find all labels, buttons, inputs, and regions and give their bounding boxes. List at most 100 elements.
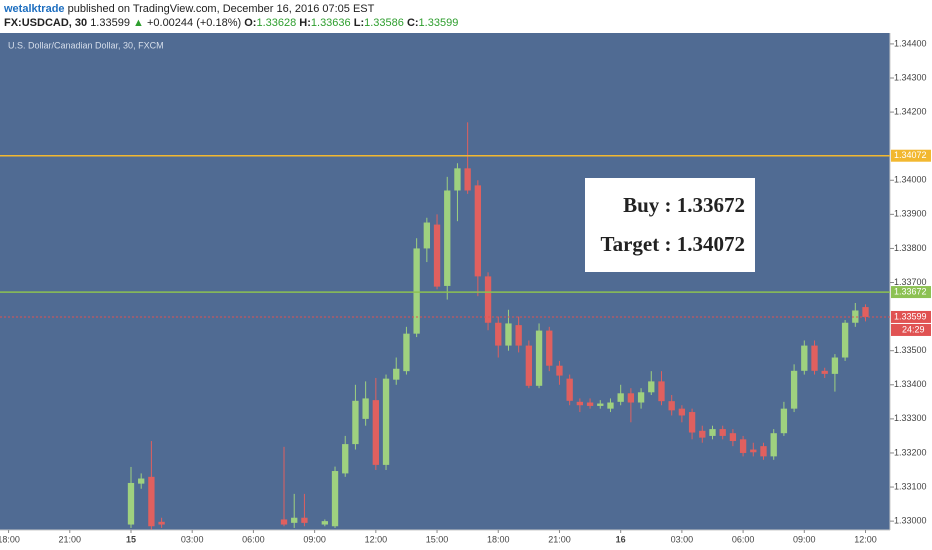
x-tick-label: 03:00	[181, 534, 204, 544]
y-tick-label: 1.34400	[894, 38, 927, 48]
candle-body	[464, 168, 471, 191]
candle-body	[831, 357, 839, 374]
candle-body	[576, 401, 584, 406]
chart-title: U.S. Dollar/Canadian Dollar, 30, FXCM	[8, 40, 164, 50]
x-tick-label: 12:00	[365, 534, 388, 544]
x-tick-label: 09:00	[793, 534, 816, 544]
annotation-box: Buy : 1.33672 Target : 1.34072	[585, 178, 755, 272]
candle-body	[413, 248, 420, 334]
x-tick-label: 21:00	[548, 534, 571, 544]
x-tick-label: 18:00	[0, 534, 20, 544]
x-tick-label: 18:00	[487, 534, 510, 544]
candle-body	[821, 370, 828, 374]
candle-body	[668, 401, 675, 411]
y-tick-label: 1.33300	[894, 413, 927, 423]
y-tick-label: 1.33700	[894, 277, 927, 287]
candle-body	[495, 322, 502, 346]
candle-body	[841, 322, 849, 358]
y-tick-label: 1.33500	[894, 345, 927, 355]
y-tick-label: 1.33100	[894, 481, 927, 491]
x-tick-label: 15	[126, 534, 136, 544]
published: published on TradingView.com, December 1…	[67, 3, 375, 15]
axes: 1.33000 1.33100 1.33200 1.33300 1.33400 1.335…	[0, 38, 931, 544]
candle-body	[484, 276, 492, 323]
candle-body	[607, 402, 614, 409]
candle-body	[862, 307, 869, 317]
candle-body	[342, 444, 349, 474]
candle-body	[750, 449, 757, 453]
candle-body	[637, 392, 645, 403]
candle-body	[780, 408, 788, 434]
y-tick-label: 1.34200	[894, 106, 927, 116]
candle-body	[138, 478, 145, 484]
candle-body	[658, 381, 665, 402]
candle-body	[556, 365, 563, 376]
candle-body	[148, 476, 155, 527]
ohlc-value: 1.33636	[310, 17, 351, 29]
x-tick-label: 15:00	[426, 534, 449, 544]
header-line: wetalktrade published on TradingView.com…	[4, 2, 458, 16]
candle-body	[678, 408, 686, 416]
candle-body	[280, 519, 288, 525]
candle-body	[393, 368, 400, 380]
candle-body	[454, 168, 461, 191]
candle-body	[382, 378, 390, 465]
price-label-box	[891, 149, 931, 162]
change: +0.00244 (+0.18%)	[146, 17, 242, 29]
candle-body	[688, 412, 696, 433]
annotation: Buy : 1.33672	[623, 193, 745, 217]
candle-body	[709, 429, 716, 436]
y-tick-label: 1.33900	[894, 209, 927, 219]
candle-body	[505, 323, 512, 346]
candle-body	[362, 398, 369, 419]
candle-body	[321, 521, 328, 525]
candle-body	[597, 403, 604, 406]
candle-body	[301, 517, 308, 523]
y-tick-label: 1.33200	[894, 447, 927, 457]
candle-body	[423, 222, 431, 249]
candle-body	[515, 325, 522, 346]
x-tick-label: 03:00	[671, 534, 694, 544]
candle-body	[352, 400, 359, 445]
candle-body	[535, 330, 543, 386]
candle-body	[474, 185, 482, 277]
candle-body	[546, 330, 553, 366]
candle-body	[648, 381, 655, 393]
candle-body	[433, 224, 441, 287]
candle-body	[760, 446, 767, 457]
x-tick-label: 12:00	[854, 534, 877, 544]
candle-body	[444, 190, 451, 286]
price: 1.33599	[90, 17, 130, 29]
candle-body	[801, 345, 808, 371]
author[interactable]: wetalktrade	[4, 3, 65, 15]
x-tick-label: 06:00	[242, 534, 265, 544]
price-label: 1.34072	[894, 150, 927, 160]
ohlc-label: L:	[353, 17, 365, 29]
header-line: FX:USDCAD, 30 1.33599 ▲ +0.00244 (+0.18%…	[4, 16, 458, 30]
candle-body	[586, 402, 594, 406]
x-tick-label: 06:00	[732, 534, 755, 544]
ohlc-label: C:	[406, 17, 419, 29]
candle-body	[403, 333, 410, 372]
candle-body	[566, 378, 573, 401]
header: wetalktrade published on TradingView.com…	[4, 2, 458, 30]
ohlc-value: 1.33586	[364, 17, 404, 29]
candle-body	[627, 393, 635, 403]
y-tick-label: 1.33800	[894, 243, 927, 253]
ohlc-value: 1.33599	[418, 17, 459, 29]
candle-body	[811, 345, 818, 371]
candle-body	[790, 370, 798, 409]
ohlc-value: 1.33628	[256, 17, 297, 29]
x-tick-label: 21:00	[59, 534, 82, 544]
candle-body	[719, 429, 726, 436]
price-label-box	[891, 310, 931, 323]
candle-body	[158, 521, 165, 525]
candle-body	[770, 433, 777, 457]
y-tick-label: 1.33400	[894, 379, 927, 389]
candle-body	[617, 393, 624, 402]
x-tick-label: 09:00	[303, 534, 326, 544]
price-label: 1.33599	[894, 311, 927, 321]
price-label-box	[891, 286, 931, 299]
ohlc-label: O:	[244, 17, 257, 29]
